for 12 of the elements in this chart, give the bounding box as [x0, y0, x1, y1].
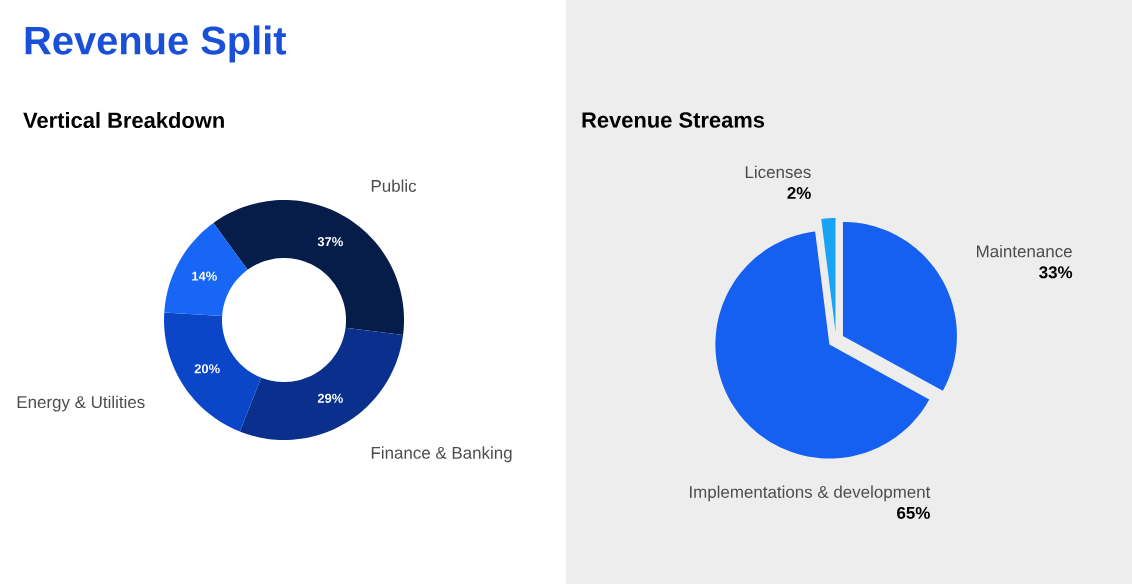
- data-label: 33%: [1039, 266, 1073, 279]
- slice-label: Licenses: [745, 165, 811, 179]
- chart-subtitle: Vertical Breakdown: [23, 111, 224, 129]
- slice-label: Energy & Utilities: [17, 395, 145, 412]
- slice-label: Finance & Banking: [371, 446, 512, 463]
- data-label: 65%: [897, 506, 930, 519]
- slice-label: Implementations & development: [689, 485, 931, 502]
- chart-title: Revenue Split: [25, 25, 287, 63]
- chart-title: Revenue Streams: [582, 112, 765, 128]
- slice-label: Public: [371, 179, 417, 192]
- slice-label: Maintenance: [977, 244, 1072, 258]
- data-label: 2%: [787, 187, 811, 199]
